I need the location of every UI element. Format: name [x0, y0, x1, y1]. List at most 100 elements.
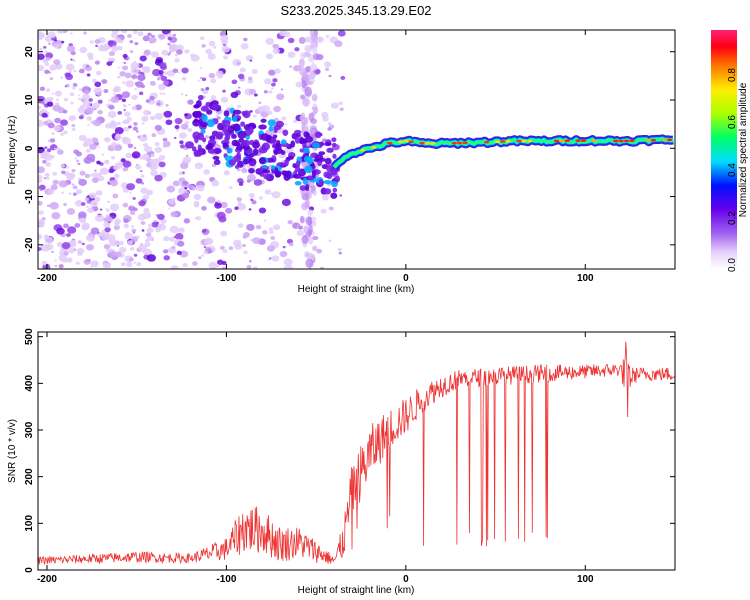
noise-speckle	[271, 191, 281, 199]
noise-speckle	[73, 69, 77, 73]
noise-speckle	[269, 230, 274, 235]
noise-speckle	[44, 236, 54, 244]
energy-blob	[200, 105, 209, 112]
noise-speckle	[281, 116, 287, 121]
noise-speckle	[58, 254, 68, 262]
noise-speckle	[109, 120, 117, 126]
noise-speckle	[44, 146, 48, 149]
noise-speckle	[122, 104, 126, 107]
energy-blob	[236, 144, 243, 151]
noise-speckle	[149, 95, 155, 101]
noise-speckle	[158, 161, 166, 168]
noise-speckle	[105, 208, 110, 212]
noise-speckle	[94, 81, 102, 87]
energy-blob	[287, 155, 294, 160]
noise-speckle	[66, 208, 76, 215]
noise-speckle	[69, 92, 75, 97]
noise-speckle	[192, 261, 198, 266]
noise-speckle	[89, 192, 97, 199]
noise-speckle	[162, 80, 169, 86]
snr-panel: -200 -100 0 100 0 100 200 300 400 500 Height of …	[7, 328, 676, 596]
noise-speckle	[128, 257, 134, 262]
noise-speckle	[196, 184, 205, 192]
noise-speckle	[108, 168, 115, 174]
noise-speckle	[152, 68, 162, 77]
noise-speckle	[56, 30, 64, 34]
noise-streak-speckle	[309, 70, 316, 79]
ridge-core	[360, 148, 366, 152]
noise-speckle	[38, 166, 46, 174]
noise-speckle	[126, 240, 134, 246]
noise-speckle	[90, 227, 100, 235]
energy-blob	[235, 164, 240, 170]
noise-speckle	[47, 119, 51, 122]
noise-speckle	[220, 96, 229, 103]
noise-speckle	[157, 213, 165, 220]
noise-speckle	[248, 88, 257, 95]
noise-speckle	[71, 86, 76, 90]
spectrogram-x-tick-label: -100	[216, 273, 236, 284]
noise-speckle	[273, 105, 281, 113]
noise-speckle	[98, 92, 102, 95]
noise-speckle	[51, 211, 61, 220]
noise-speckle	[54, 147, 57, 150]
noise-speckle	[115, 133, 120, 137]
noise-speckle	[61, 242, 71, 250]
energy-blob	[201, 137, 207, 143]
noise-speckle	[154, 141, 160, 147]
noise-speckle	[161, 49, 169, 56]
noise-speckle	[241, 168, 248, 174]
spectrogram-frame	[37, 29, 676, 270]
noise-speckle	[113, 93, 117, 96]
noise-speckle	[216, 116, 221, 120]
noise-speckle	[140, 84, 146, 89]
noise-speckle	[181, 76, 187, 81]
energy-blob	[330, 192, 338, 199]
energy-blob	[223, 110, 230, 117]
noise-speckle	[148, 36, 157, 44]
noise-speckle	[144, 242, 151, 247]
noise-speckle	[162, 137, 168, 142]
energy-blob	[295, 133, 301, 138]
noise-speckle	[123, 126, 130, 132]
noise-speckle	[99, 167, 109, 176]
noise-speckle	[77, 162, 81, 166]
noise-speckle	[78, 115, 84, 120]
energy-blob	[323, 171, 331, 178]
noise-speckle	[151, 133, 157, 138]
energy-blob	[231, 133, 237, 139]
noise-speckle	[110, 155, 116, 160]
spectrogram-y-axis: -20 -10 0 10 20	[24, 46, 675, 252]
noise-speckle	[47, 31, 56, 39]
noise-speckle	[142, 142, 149, 148]
noise-speckle	[49, 64, 57, 71]
noise-speckle	[66, 173, 75, 181]
noise-speckle	[90, 260, 99, 268]
noise-speckle	[154, 112, 164, 120]
noise-speckle	[146, 189, 154, 196]
noise-speckle	[92, 102, 100, 109]
noise-speckle	[94, 60, 100, 65]
noise-speckle	[141, 115, 149, 122]
snr-y-tick-label: 500	[24, 328, 35, 345]
noise-speckle	[215, 114, 220, 117]
noise-speckle	[208, 261, 218, 269]
noise-speckle	[40, 244, 50, 252]
energy-blob	[232, 115, 238, 122]
energy-blob	[267, 119, 276, 127]
noise-speckle	[122, 136, 129, 142]
noise-speckle	[127, 143, 134, 149]
ridge-core	[575, 139, 581, 142]
snr-y-label: SNR (10 * v/v)	[7, 419, 18, 483]
energy-blob	[201, 114, 208, 122]
noise-speckle	[236, 203, 246, 211]
noise-speckle	[43, 46, 47, 49]
colorbar: 0.0 0.2 0.4 0.6 0.8 Normalized spectral …	[711, 30, 749, 272]
noise-speckle	[66, 257, 73, 263]
energy-blob	[292, 163, 297, 169]
noise-streak-speckle	[300, 94, 306, 100]
noise-speckle	[327, 122, 332, 126]
noise-speckle	[64, 72, 71, 78]
energy-blob	[252, 148, 259, 156]
